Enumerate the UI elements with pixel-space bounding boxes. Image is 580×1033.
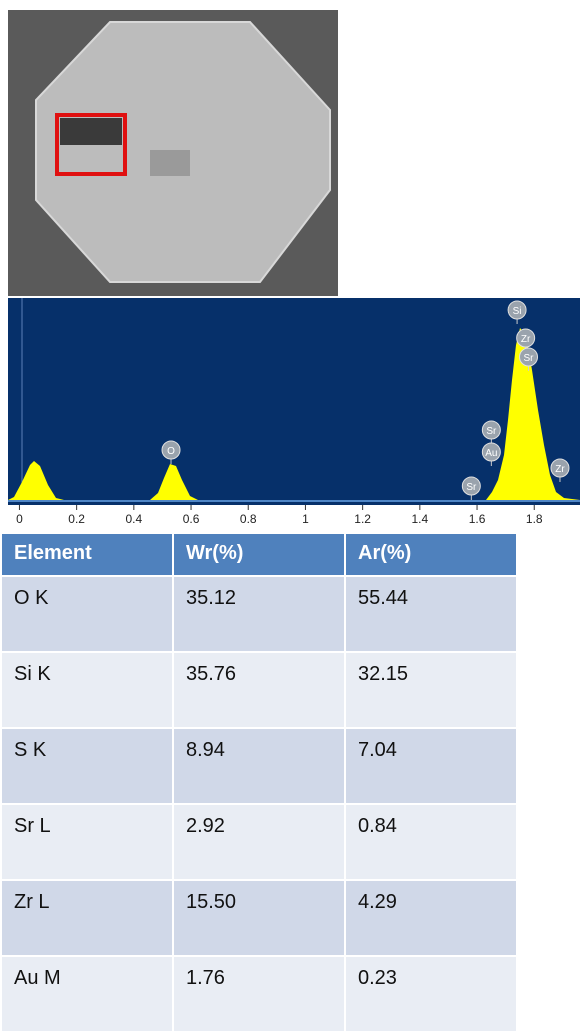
table-cell: 8.94	[173, 728, 345, 804]
peak-label: Zr	[555, 464, 565, 475]
peak-label: Sr	[486, 426, 497, 437]
spectrum-background	[8, 298, 580, 505]
table-cell: 55.44	[345, 576, 517, 652]
peak-label: Zr	[521, 334, 531, 345]
scan-spot	[150, 150, 190, 176]
dark-strip	[60, 118, 122, 145]
sem-image	[8, 10, 338, 296]
table-cell: 1.76	[173, 956, 345, 1032]
x-tick-label: 0	[16, 512, 23, 526]
table-cell: 7.04	[345, 728, 517, 804]
table-cell: S K	[1, 728, 173, 804]
header-cell: Ar(%)	[345, 533, 517, 576]
figure: 0 0.2 0.4 0.6 0.8 1 1.2 1.4 1.6 1.8 O Si Zr Sr Sr Au Sr Z…	[0, 0, 580, 530]
x-tick-label: 0.4	[125, 512, 142, 526]
table-cell: 32.15	[345, 652, 517, 728]
table-cell: 0.23	[345, 956, 517, 1032]
peak-label: Sr	[466, 482, 477, 493]
table-cell: O K	[1, 576, 173, 652]
table-cell: 2.92	[173, 804, 345, 880]
x-tick-label: 1.2	[354, 512, 371, 526]
page: 0 0.2 0.4 0.6 0.8 1 1.2 1.4 1.6 1.8 O Si Zr Sr Sr Au Sr Z…	[0, 0, 580, 1020]
x-tick-label: 0.2	[68, 512, 85, 526]
spectrum	[8, 298, 580, 505]
x-tick-label: 1	[302, 512, 309, 526]
peak-label: O	[167, 446, 175, 457]
table-cell: 35.76	[173, 652, 345, 728]
table-cell: 35.12	[173, 576, 345, 652]
x-tick-label: 1.8	[526, 512, 543, 526]
peak-label: Si	[513, 306, 522, 317]
x-tick-label: 1.6	[469, 512, 486, 526]
table-cell: Sr L	[1, 804, 173, 880]
header-cell: Wr(%)	[173, 533, 345, 576]
table-cell: Zr L	[1, 880, 173, 956]
x-tick-label: 1.4	[411, 512, 428, 526]
table-cell: Si K	[1, 652, 173, 728]
x-tick-label: 0.6	[183, 512, 200, 526]
x-tick-label: 0.8	[240, 512, 257, 526]
peak-label: Au	[485, 448, 497, 459]
table-cell: 0.84	[345, 804, 517, 880]
table-cell: Au M	[1, 956, 173, 1032]
peak-label: Sr	[524, 353, 535, 364]
table-cell: 15.50	[173, 880, 345, 956]
header-cell: Element	[1, 533, 173, 576]
table-cell: 4.29	[345, 880, 517, 956]
